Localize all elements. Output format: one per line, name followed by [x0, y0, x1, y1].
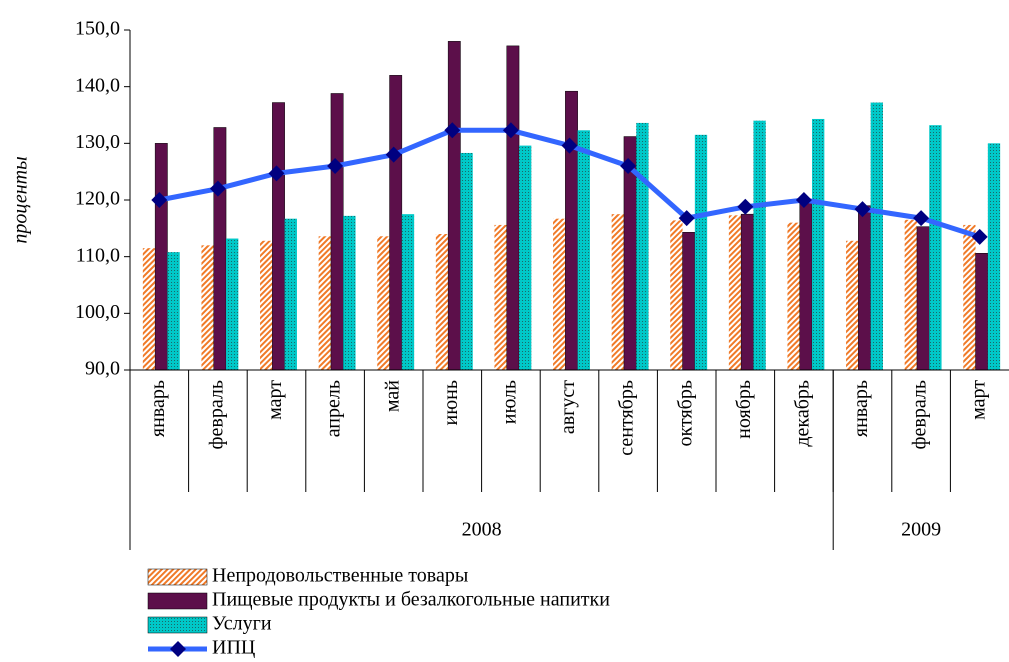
bar — [753, 120, 766, 371]
bar — [611, 214, 624, 370]
bar — [916, 226, 930, 371]
legend-label: Услуги — [212, 613, 272, 635]
x-tick-label: март — [967, 380, 989, 420]
bar — [494, 224, 507, 370]
bar — [636, 122, 649, 370]
bar — [435, 234, 449, 370]
bar — [318, 236, 331, 370]
bar — [343, 215, 356, 370]
marker — [795, 192, 812, 208]
bar — [213, 127, 227, 371]
bar — [929, 125, 942, 370]
bar — [553, 218, 566, 370]
bar — [226, 238, 239, 370]
y-tick-label: 140,0 — [75, 74, 120, 96]
bar — [963, 224, 976, 370]
x-tick-label: октябрь — [674, 380, 696, 446]
marker — [678, 210, 695, 227]
bar — [377, 236, 390, 370]
legend-label: Пищевые продукты и безалкогольные напитк… — [212, 589, 610, 611]
bar — [904, 219, 917, 370]
marker — [151, 192, 168, 208]
bar — [389, 75, 403, 371]
y-tick-label: 130,0 — [75, 131, 120, 153]
x-tick-label: июль — [498, 380, 520, 424]
y-tick-label: 110,0 — [76, 244, 120, 266]
x-tick-label: февраль — [205, 380, 227, 449]
bar — [812, 118, 825, 370]
marker — [268, 165, 285, 182]
bar — [506, 45, 520, 371]
bar — [787, 222, 800, 370]
bar — [154, 143, 168, 371]
bar — [987, 143, 1001, 370]
bar — [201, 245, 214, 370]
bar — [728, 215, 742, 370]
marker — [854, 201, 871, 218]
x-tick-label: февраль — [909, 380, 931, 449]
bar — [682, 232, 696, 371]
marker — [444, 122, 461, 139]
marker — [971, 228, 988, 245]
year-label: 2009 — [901, 519, 941, 541]
bar — [460, 152, 473, 370]
x-tick-label: декабрь — [791, 380, 813, 447]
x-tick-label: январь — [147, 380, 169, 437]
marker — [737, 198, 754, 215]
bar — [284, 218, 297, 370]
x-tick-label: январь — [850, 380, 872, 437]
y-tick-label: 90,0 — [85, 358, 120, 380]
x-tick-label: сентябрь — [616, 380, 638, 456]
bar — [167, 252, 180, 370]
legend-swatch — [147, 616, 208, 634]
year-label: 2008 — [462, 519, 502, 541]
x-tick-label: июнь — [440, 380, 462, 425]
bar — [846, 240, 859, 370]
bar — [975, 253, 989, 371]
y-axis-label: проценты — [10, 156, 32, 243]
marker — [209, 180, 226, 197]
marker — [913, 210, 930, 227]
x-tick-label: август — [557, 380, 579, 434]
x-tick-label: май — [381, 380, 403, 412]
bar — [272, 102, 285, 371]
legend-label: Непродовольственные товары — [212, 565, 468, 587]
bar — [565, 90, 578, 371]
legend-marker — [170, 641, 186, 657]
legend-swatch — [147, 568, 208, 586]
bar — [447, 41, 461, 371]
legend-swatch — [147, 592, 208, 610]
marker — [327, 158, 344, 174]
bar — [519, 145, 532, 370]
bar — [740, 213, 754, 371]
x-tick-label: март — [264, 380, 286, 420]
marker — [502, 122, 519, 139]
bar — [870, 102, 883, 371]
legend-label: ИПЦ — [212, 637, 255, 659]
bar — [670, 220, 683, 370]
bar — [858, 205, 871, 371]
marker — [385, 146, 402, 163]
bar — [694, 134, 708, 370]
y-tick-label: 100,0 — [75, 301, 120, 323]
y-tick-label: 150,0 — [75, 18, 120, 40]
x-tick-label: ноябрь — [733, 380, 755, 439]
marker — [620, 158, 637, 174]
bar — [577, 130, 590, 370]
x-tick-label: апрель — [323, 380, 345, 437]
bar — [330, 93, 344, 371]
marker — [561, 137, 578, 154]
bar — [401, 214, 415, 370]
bar — [142, 248, 156, 370]
y-tick-label: 120,0 — [75, 188, 120, 210]
bar — [260, 240, 273, 370]
bar — [799, 199, 813, 371]
